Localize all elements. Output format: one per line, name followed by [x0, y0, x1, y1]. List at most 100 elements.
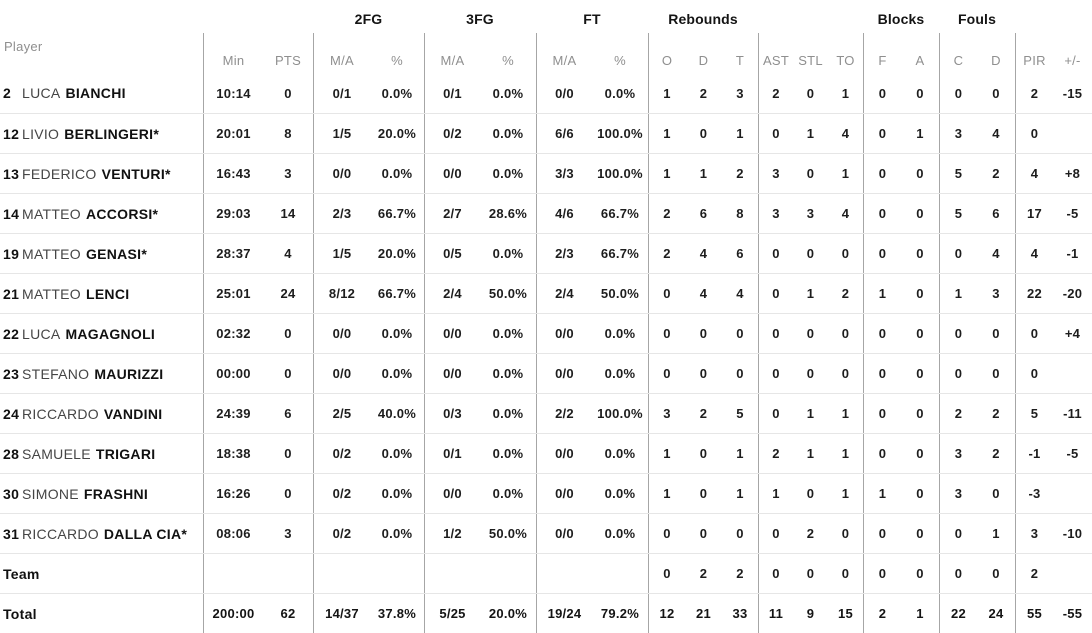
stat-pts: 4 [284, 246, 292, 261]
stat-ft-ma: 2/2 [536, 394, 592, 433]
group-header-rebounds: Rebounds [668, 10, 738, 27]
stat-ft-pct: 100.0% [597, 166, 643, 181]
table-row: 30 SIMONE FRASHNI 16:26 0 0/2 0.0% 0/0 0.0% 0/0 0.… [0, 473, 1092, 513]
stat-ft-pct: 100.0% [597, 406, 643, 421]
col-header-blk-f: F [863, 33, 901, 73]
col-header-stl: STL [798, 53, 823, 68]
player-first-name: RICCARDO [22, 525, 99, 542]
group-header-2fg: 2FG [354, 10, 383, 27]
stat-pts: 0 [284, 446, 292, 461]
stat-plus-minus: -1 [1066, 246, 1079, 261]
jersey-number: 30 [3, 485, 20, 502]
player-last-name: FRASHNI [83, 485, 149, 502]
stat-pts: 0 [284, 326, 292, 341]
stat-reb-o: 1 [648, 434, 685, 473]
stat-to: 4 [841, 206, 850, 221]
stat-blk-f: 0 [863, 354, 901, 393]
stat-reb-d: 2 [699, 85, 708, 101]
stat-ast: 1 [758, 474, 793, 513]
stat-foul-d: 4 [992, 246, 1000, 261]
stat-reb-o: 0 [648, 354, 685, 393]
player-cell: 30 SIMONE FRASHNI [0, 474, 203, 513]
stat-blk-f: 0 [863, 554, 901, 593]
col-header-to: TO [836, 53, 855, 68]
player-first-name: FEDERICO [22, 165, 97, 182]
jersey-number: 14 [3, 205, 20, 222]
stat-2fg-pct: 20.0% [377, 126, 417, 141]
stat-3fg-pct: 50.0% [488, 286, 528, 301]
col-header-player: Player [4, 38, 43, 54]
stat-plus-minus: -15 [1062, 85, 1083, 101]
col-header-foul-c: C [939, 33, 977, 73]
stat-reb-t: 1 [736, 446, 744, 461]
stat-reb-o: 0 [648, 554, 685, 593]
stat-plus-minus: -5 [1066, 446, 1079, 461]
player-last-name: MAURIZZI [94, 365, 164, 382]
stat-2fg-pct: 0.0% [381, 326, 413, 341]
player-first-name: LUCA [22, 85, 61, 101]
stat-2fg-pct: 0.0% [381, 486, 413, 501]
stat-ft-pct: 0.0% [604, 366, 636, 381]
stat-reb-t: 6 [736, 246, 744, 261]
jersey-number: 12 [3, 125, 20, 142]
stat-2fg-pct: 0.0% [381, 366, 413, 381]
stat-stl: 1 [806, 286, 815, 301]
stat-ft-pct: 66.7% [600, 206, 640, 221]
stat-foul-c: 3 [939, 114, 977, 153]
player-cell: 19 MATTEO GENASI* [0, 234, 203, 273]
stat-3fg-ma: 0/0 [424, 314, 480, 353]
stat-blk-a: 1 [916, 606, 924, 621]
stat-reb-d: 21 [696, 606, 711, 621]
stat-ft-pct [592, 554, 648, 593]
stat-reb-d: 0 [699, 486, 708, 501]
stat-min: 10:14 [203, 73, 263, 113]
stat-foul-c: 0 [939, 73, 977, 113]
player-first-name: SIMONE [22, 485, 79, 502]
stat-plus-minus: -20 [1062, 286, 1083, 301]
stat-2fg-pct: 0.0% [381, 446, 413, 461]
stat-pts: 24 [280, 286, 296, 301]
stat-reb-d: 0 [699, 526, 708, 541]
stat-reb-o: 0 [648, 514, 685, 553]
stat-ast: 11 [758, 594, 793, 633]
player-cell: 13 FEDERICO VENTURI* [0, 154, 203, 193]
stat-foul-d: 24 [988, 606, 1004, 621]
player-first-name: STEFANO [22, 365, 90, 382]
stat-ast: 0 [758, 114, 793, 153]
stat-foul-c: 3 [939, 474, 977, 513]
stat-ft-pct: 0.0% [604, 326, 636, 341]
stat-stl: 0 [806, 486, 815, 501]
stat-blk-f: 0 [863, 154, 901, 193]
stat-3fg-pct: 0.0% [492, 366, 524, 381]
table-row: 14 MATTEO ACCORSI* 29:03 14 2/3 66.7% 2/7 28.6% 4… [0, 193, 1092, 233]
stat-ft-pct: 0.0% [604, 486, 636, 501]
stat-blk-a: 0 [916, 526, 924, 541]
stat-reb-d: 2 [699, 406, 708, 421]
stat-2fg-ma: 14/37 [313, 594, 370, 633]
player-cell: 2 LUCA BIANCHI [0, 73, 203, 113]
stat-reb-o: 3 [648, 394, 685, 433]
stat-ft-ma: 3/3 [536, 154, 592, 193]
stat-ft-pct: 100.0% [597, 126, 643, 141]
stat-3fg-pct [480, 554, 536, 593]
stat-2fg-ma: 8/12 [313, 274, 370, 313]
col-header-plus-minus: +/- [1064, 53, 1081, 68]
stat-ast: 0 [758, 394, 793, 433]
stat-pir: 3 [1015, 514, 1053, 553]
stat-2fg-ma: 1/5 [313, 114, 370, 153]
stat-reb-o: 1 [648, 474, 685, 513]
stat-plus-minus [1053, 354, 1092, 393]
stat-ft-pct: 0.0% [604, 85, 636, 101]
stat-foul-d: 0 [992, 85, 1000, 101]
stat-3fg-pct: 0.0% [492, 246, 524, 261]
stat-foul-c: 5 [939, 194, 977, 233]
player-last-name: GENASI* [85, 245, 148, 262]
stat-blk-a: 0 [916, 486, 924, 501]
stat-2fg-ma: 2/5 [313, 394, 370, 433]
stat-3fg-ma: 0/3 [424, 394, 480, 433]
stat-plus-minus: +8 [1064, 166, 1081, 181]
stat-min: 25:01 [203, 274, 263, 313]
stat-reb-t: 0 [736, 326, 744, 341]
stat-reb-d: 4 [699, 246, 708, 261]
stat-foul-c: 5 [939, 154, 977, 193]
